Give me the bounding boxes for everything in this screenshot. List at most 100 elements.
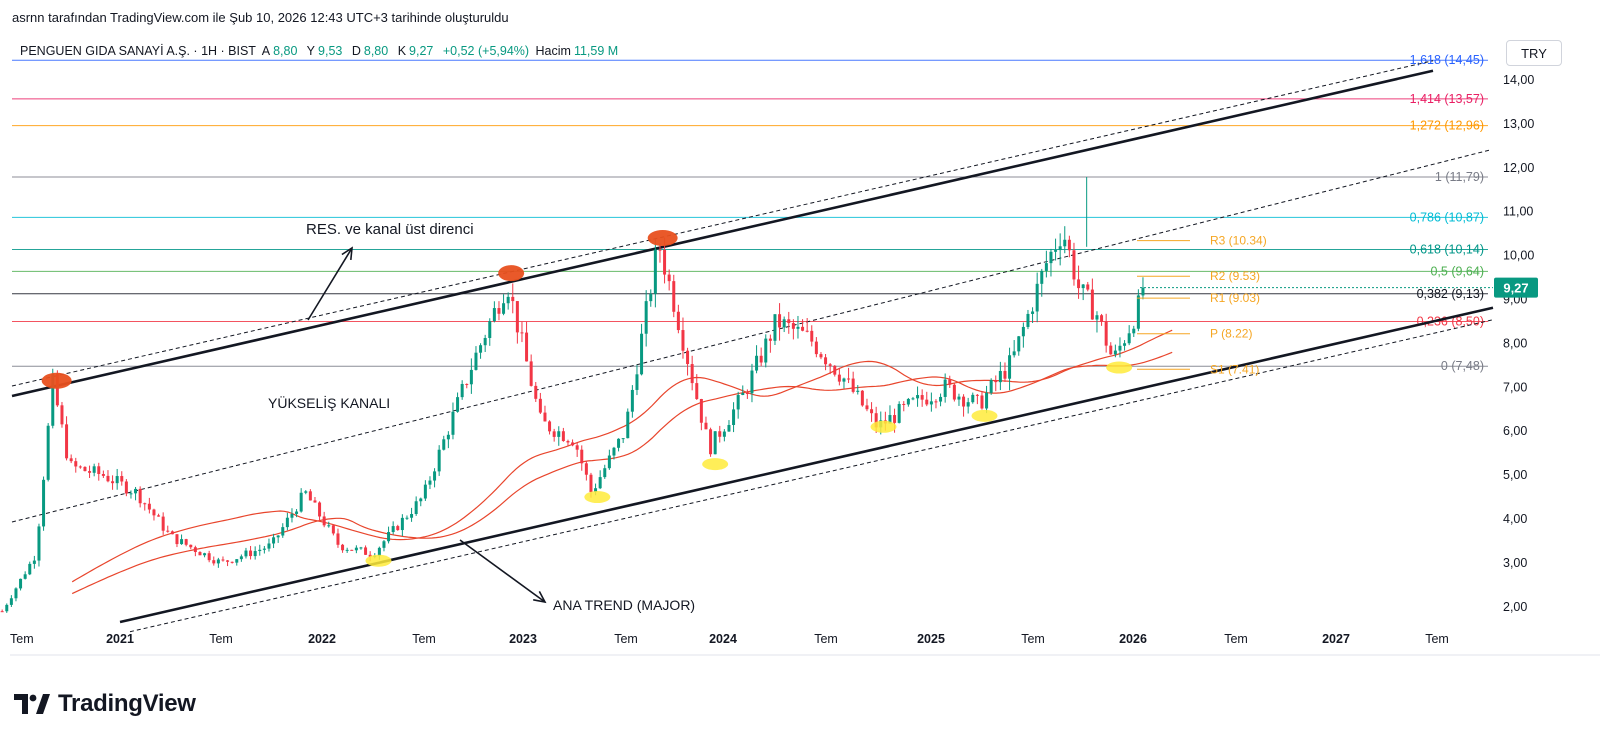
candle-body-122 — [561, 431, 565, 442]
time-tick-11: 2026 — [1119, 632, 1147, 646]
change-value: +0,52 (+5,94%) — [442, 44, 530, 58]
fib-label-4: 0,786 (10,87) — [1410, 210, 1484, 224]
candle-body-179 — [824, 357, 828, 365]
low-value: 8,80 — [363, 44, 389, 58]
candle-188 — [865, 398, 869, 412]
candle-body-138 — [635, 374, 639, 390]
candle-body-0 — [0, 611, 4, 613]
candle-47 — [216, 557, 220, 568]
candle-211 — [971, 392, 975, 404]
tradingview-logo[interactable]: TradingView — [14, 690, 196, 718]
candle-body-126 — [580, 449, 584, 464]
candle-160 — [736, 391, 740, 419]
candle-59 — [272, 533, 276, 549]
candle-body-121 — [557, 431, 561, 437]
candle-body-166 — [764, 338, 768, 363]
candle-13 — [60, 401, 64, 428]
candle-body-85 — [391, 526, 395, 533]
resistance-arrow-head — [341, 246, 353, 261]
candle-body-142 — [653, 249, 657, 294]
candle-171 — [787, 311, 791, 334]
top-touch-marker-2 — [647, 230, 678, 247]
candle-100 — [460, 380, 464, 400]
candle-body-190 — [874, 413, 878, 428]
candle-195 — [897, 401, 901, 424]
time-tick-0: Tem — [10, 632, 34, 646]
candle-body-232 — [1067, 239, 1071, 251]
candle-179 — [824, 353, 828, 371]
price-tick-1: 13,00 — [1503, 117, 1534, 131]
candle-124 — [571, 439, 575, 447]
candle-body-242 — [1113, 350, 1117, 355]
candle-body-124 — [571, 442, 575, 446]
candle-234 — [1077, 265, 1081, 299]
currency-selector[interactable]: TRY — [1506, 40, 1562, 66]
candle-body-198 — [911, 398, 915, 400]
candle-body-65 — [299, 492, 303, 512]
fib-label-3: 1 (11,79) — [1435, 170, 1484, 184]
fib-lines: 1,618 (14,45) 1,414 (13,57) 1,272 (12,96) 1… — [12, 53, 1488, 373]
candle-body-206 — [948, 379, 952, 385]
candle-body-218 — [1003, 370, 1007, 379]
candle-body-108 — [497, 308, 501, 314]
candle-body-13 — [60, 405, 64, 425]
candle-body-6 — [28, 563, 32, 575]
candle-36 — [166, 525, 170, 533]
candle-body-165 — [759, 355, 763, 363]
candle-body-139 — [640, 333, 644, 375]
candle-231 — [1063, 226, 1067, 254]
candle-209 — [962, 394, 966, 417]
candle-body-135 — [621, 438, 625, 440]
candle-116 — [534, 381, 538, 402]
symbol-name[interactable]: PENGUEN GIDA SANAYİ A.Ş. · 1H · BIST — [20, 44, 256, 58]
candle-body-28 — [129, 493, 133, 495]
candle-body-231 — [1063, 239, 1067, 247]
candle-232 — [1067, 235, 1071, 258]
candle-body-157 — [722, 431, 726, 437]
candle-72 — [331, 524, 335, 536]
candle-177 — [814, 337, 818, 358]
pivot-label-2: R1 (9.03) — [1210, 291, 1260, 305]
candle-body-164 — [755, 355, 759, 371]
price-chart[interactable]: 1,618 (14,45) 1,414 (13,57) 1,272 (12,96) 1… — [0, 0, 1600, 680]
candle-body-67 — [308, 491, 312, 501]
candle-body-217 — [998, 370, 1002, 383]
candle-body-70 — [322, 516, 326, 526]
candle-228 — [1049, 248, 1053, 277]
candle-63 — [290, 508, 294, 523]
candle-120 — [552, 428, 556, 442]
candle-237 — [1090, 278, 1094, 320]
time-tick-13: 2027 — [1322, 632, 1350, 646]
candle-body-159 — [732, 409, 736, 425]
candle-body-110 — [506, 296, 510, 304]
time-tick-6: Tem — [614, 632, 638, 646]
candle-118 — [543, 405, 547, 422]
time-tick-3: 2022 — [308, 632, 336, 646]
time-tick-14: Tem — [1425, 632, 1449, 646]
candle-138 — [635, 364, 639, 396]
candle-125 — [575, 442, 579, 457]
candle-175 — [805, 318, 809, 333]
candle-19 — [88, 465, 92, 478]
ma-line-slow — [71, 351, 1173, 595]
candle-body-129 — [594, 488, 598, 492]
candle-body-137 — [630, 389, 634, 412]
candle-body-160 — [736, 395, 740, 410]
candle-105 — [483, 334, 487, 352]
candle-body-235 — [1081, 284, 1085, 289]
candle-241 — [1109, 342, 1113, 355]
candle-136 — [626, 408, 630, 439]
candle-body-22 — [101, 474, 105, 476]
candle-248 — [1141, 277, 1145, 300]
time-tick-8: Tem — [814, 632, 838, 646]
candle-85 — [391, 521, 395, 535]
candle-153 — [704, 416, 708, 430]
candle-body-40 — [184, 539, 188, 545]
candle-107 — [492, 301, 496, 323]
candle-body-58 — [267, 543, 271, 549]
candle-22 — [101, 470, 105, 478]
candle-240 — [1104, 313, 1108, 353]
candle-body-180 — [828, 364, 832, 366]
candle-body-11 — [51, 373, 55, 426]
candle-body-224 — [1031, 311, 1035, 314]
